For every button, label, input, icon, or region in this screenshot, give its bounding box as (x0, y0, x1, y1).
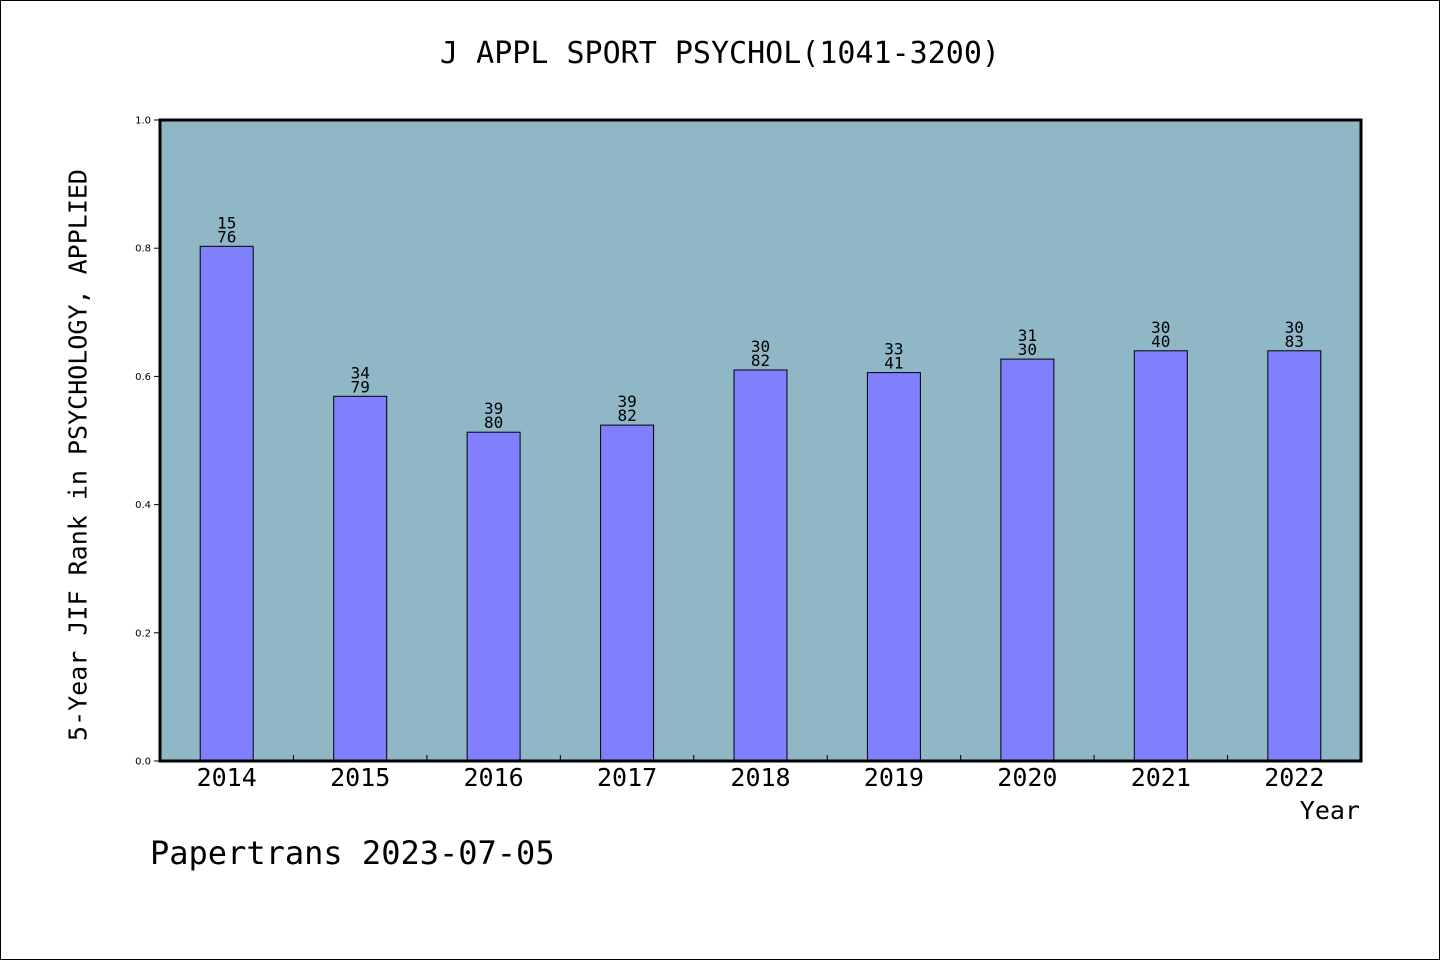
bar-2022 (1267, 350, 1322, 762)
bar-label-2020-2: 30 (1018, 340, 1037, 359)
bar-label-2016-2: 80 (484, 413, 503, 432)
bar-label-2021-1: 30 (1151, 318, 1170, 337)
bar-label-2015-2: 79 (351, 377, 370, 396)
bar-2017 (600, 424, 655, 762)
y-tick-label-0.6: 0.6 (135, 372, 151, 383)
bar-label-2018-2: 82 (751, 351, 770, 370)
y-tick-label-0.4: 0.4 (135, 500, 151, 511)
x-axis-label: Year (1299, 796, 1360, 825)
bar-label-2014-2: 76 (217, 227, 236, 246)
chart-title: J APPL SPORT PSYCHOL(1041-3200) (440, 36, 1000, 71)
y-tick-label-0.8: 0.8 (135, 244, 151, 255)
bar-label-2019-1: 33 (884, 340, 903, 359)
bar-2016 (466, 431, 521, 762)
x-tick-label-2015: 2015 (330, 763, 390, 792)
bar-2018 (733, 369, 788, 762)
y-ticks-layer: 0.0 0.2 0.4 0.6 0.8 1.0 (135, 116, 160, 768)
bar-label-2016-1: 39 (484, 399, 503, 418)
bar-label-2015-1: 34 (351, 363, 370, 382)
bar-label-2020-1: 31 (1018, 326, 1037, 345)
x-tick-label-2021: 2021 (1131, 763, 1191, 792)
bar-label-2019-2: 41 (884, 354, 903, 373)
bar-label-2022-1: 30 (1285, 318, 1304, 337)
x-tick-label-2020: 2020 (997, 763, 1057, 792)
bar-label-2017-1: 39 (617, 392, 636, 411)
y-tick-label-0.0: 0.0 (135, 757, 151, 768)
bar-2014 (199, 245, 254, 762)
x-tick-label-2017: 2017 (597, 763, 657, 792)
x-ticks-layer: 2014 2015 2016 2017 2018 2019 2020 2021 2022 (197, 755, 1324, 792)
bar-label-2014-1: 15 (217, 213, 236, 232)
x-tick-label-2019: 2019 (864, 763, 924, 792)
bar-2021 (1133, 350, 1188, 762)
x-tick-label-2018: 2018 (730, 763, 790, 792)
x-tick-label-2016: 2016 (463, 763, 523, 792)
bar-2019 (866, 372, 921, 762)
bar-label-2022-2: 83 (1285, 332, 1304, 351)
y-tick-label-0.2: 0.2 (135, 628, 151, 639)
bar-2015 (333, 395, 388, 762)
x-tick-label-2022: 2022 (1264, 763, 1324, 792)
bar-label-2018-1: 30 (751, 337, 770, 356)
bar-label-2017-2: 82 (617, 406, 636, 425)
bar-label-2021-2: 40 (1151, 332, 1170, 351)
y-tick-label-1.0: 1.0 (135, 116, 151, 127)
x-tick-label-2014: 2014 (197, 763, 257, 792)
bar-2020 (1000, 358, 1055, 762)
plot-border (158, 118, 1363, 763)
footer-credit: Papertrans 2023-07-05 (150, 834, 555, 872)
